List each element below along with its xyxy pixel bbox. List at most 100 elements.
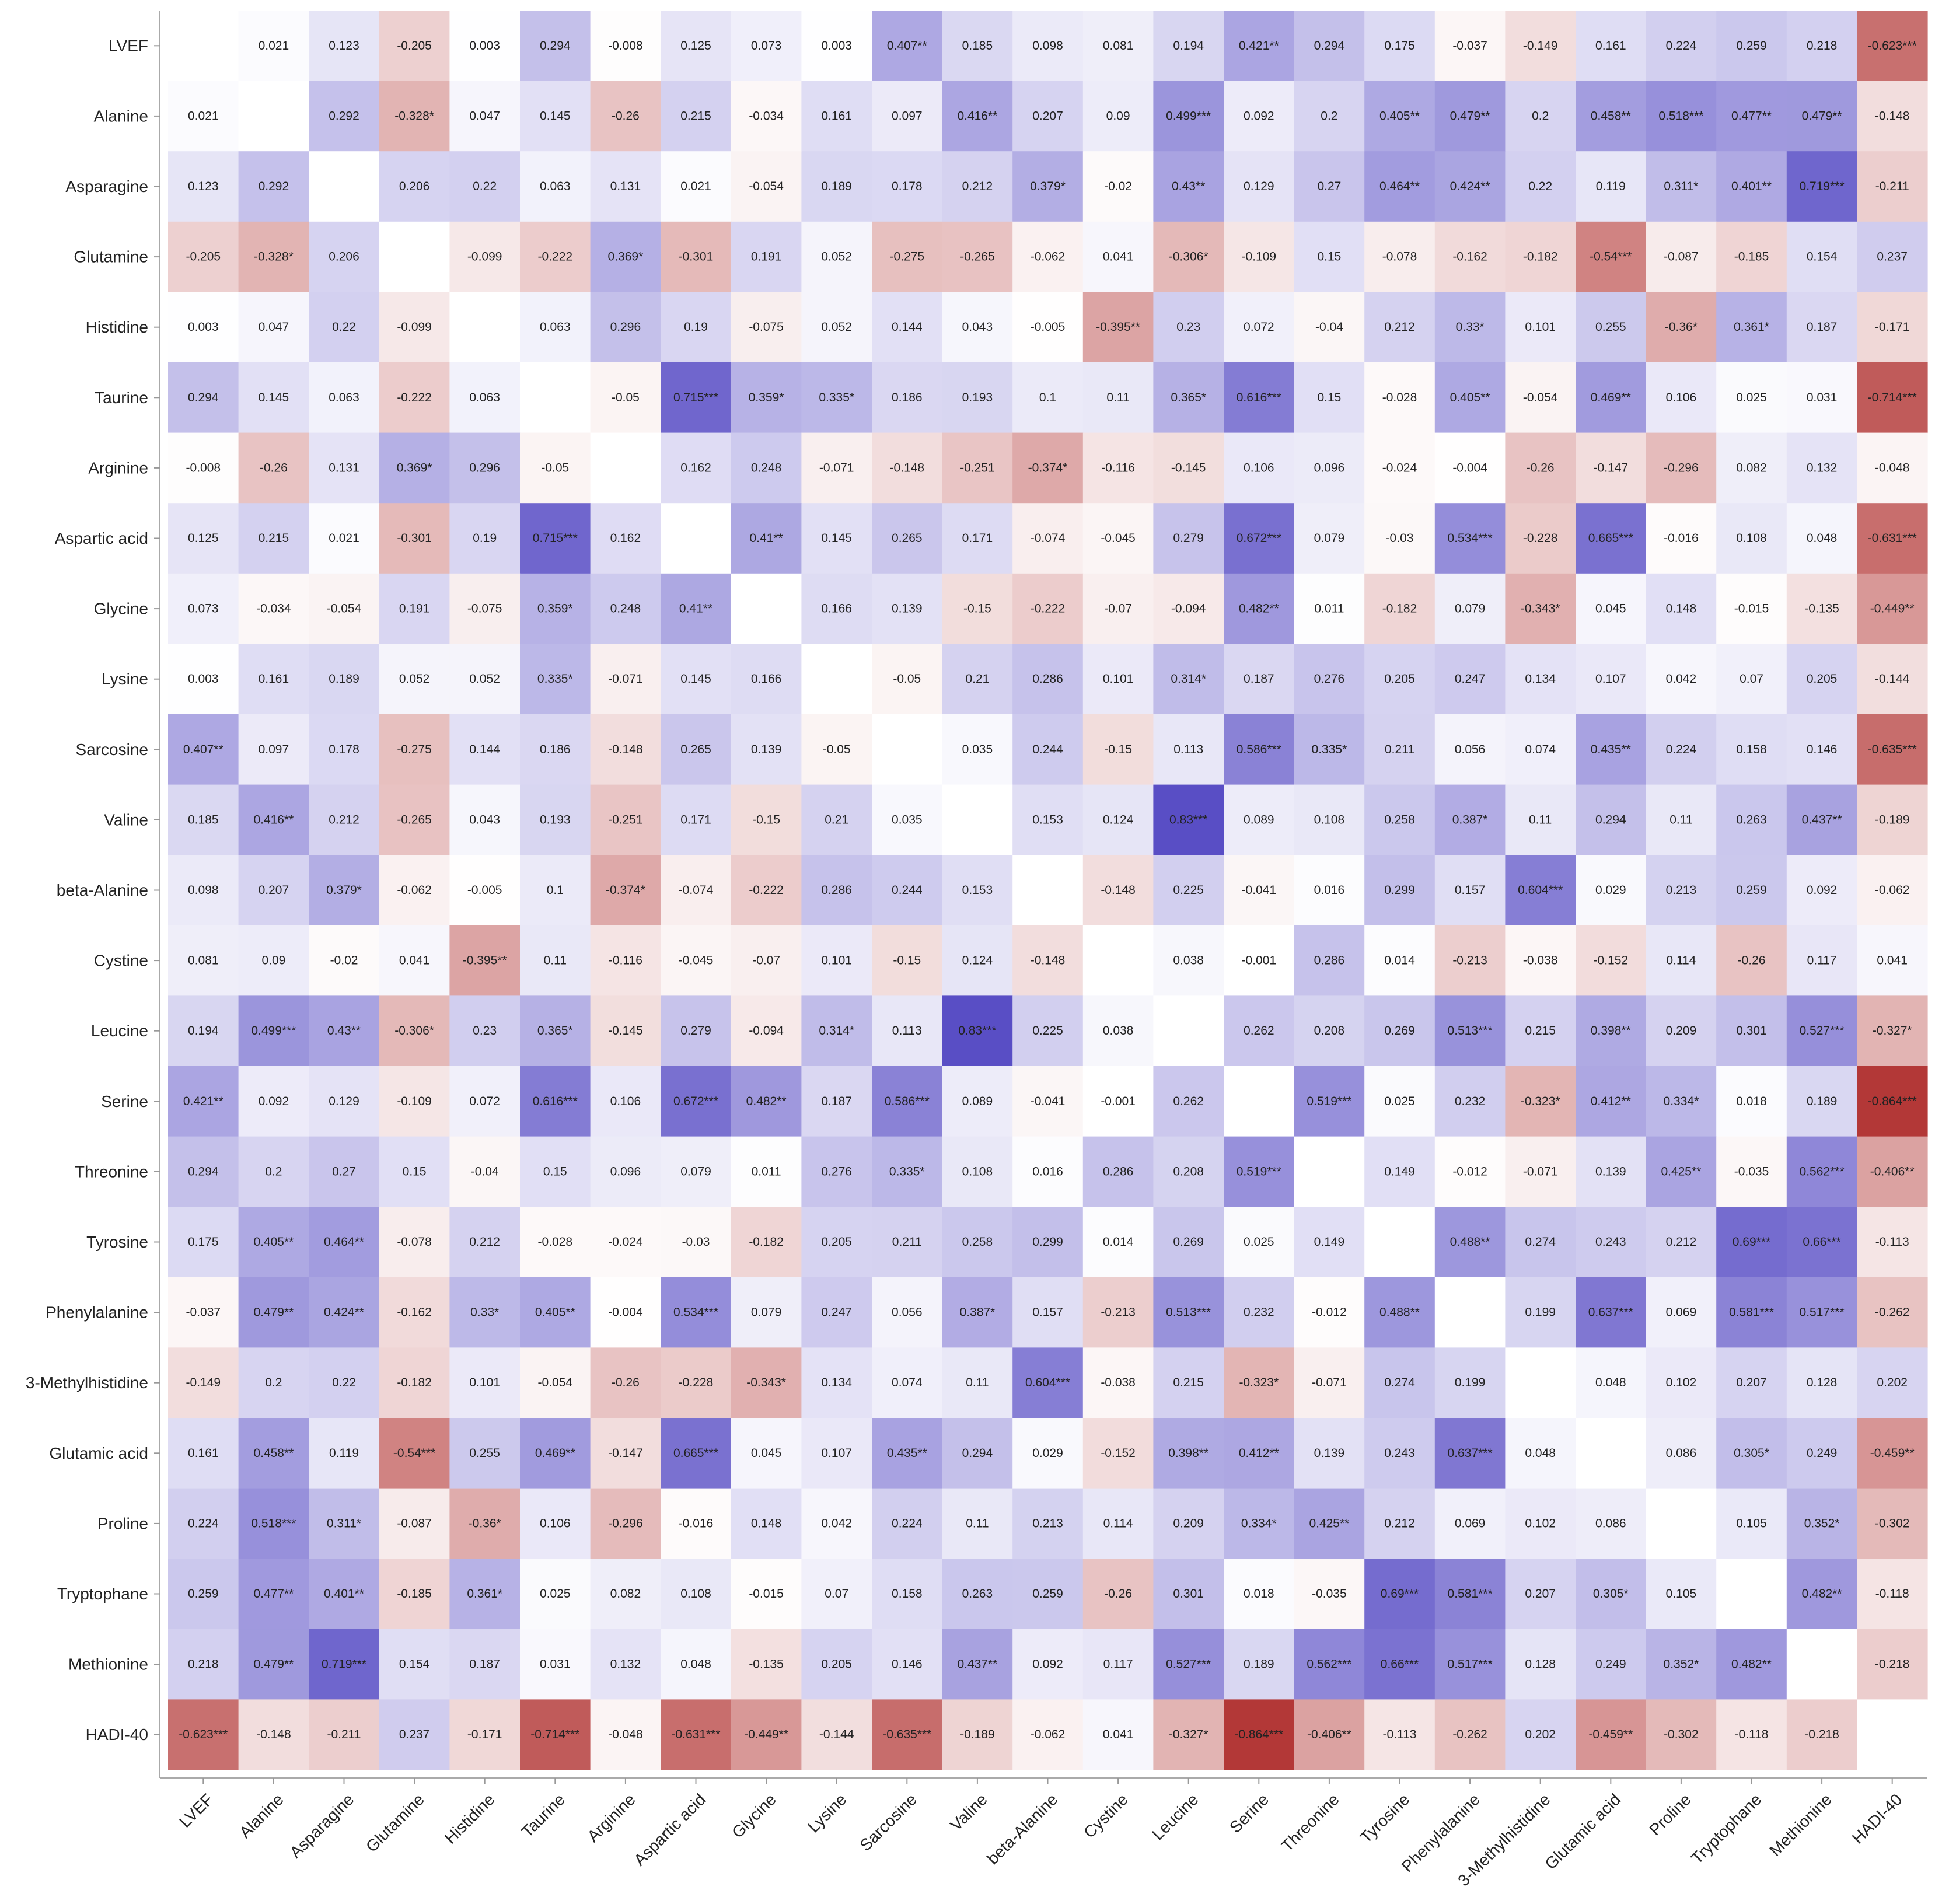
cell-value-label: -0.008 <box>186 461 221 474</box>
cell-value-label: 0.479** <box>253 1306 294 1319</box>
cell-value-label: -0.374* <box>1028 461 1068 474</box>
heatmap-cell <box>1364 1488 1435 1559</box>
cell-value-label: 0.518*** <box>1658 109 1703 123</box>
cell-value-label: -0.062 <box>1031 250 1066 264</box>
heatmap-cell <box>1576 573 1647 644</box>
cell-value-label: -0.094 <box>1171 602 1206 616</box>
heatmap-cell <box>449 221 521 292</box>
heatmap-cell <box>449 1207 521 1278</box>
cell-value-label: -0.099 <box>467 250 502 264</box>
cell-value-label: 0.22 <box>332 320 356 334</box>
heatmap-cell <box>1646 1277 1717 1348</box>
heatmap-cell <box>168 1418 239 1489</box>
heatmap-cell <box>942 1207 1013 1278</box>
cell-value-label: 0.224 <box>188 1517 219 1530</box>
cell-value-label: 0.205 <box>1384 672 1415 686</box>
heatmap-cell <box>1012 81 1084 152</box>
heatmap-cell <box>1857 292 1928 363</box>
cell-value-label: 0.401** <box>1731 180 1772 193</box>
heatmap-cell <box>590 573 661 644</box>
heatmap-cell <box>238 1277 309 1348</box>
cell-value-label: 0.719*** <box>1800 180 1845 193</box>
heatmap-cell <box>942 995 1013 1067</box>
cell-value-label: 0.131 <box>329 461 359 474</box>
cell-value-label: 0.464** <box>324 1235 364 1249</box>
heatmap-cell <box>309 1207 380 1278</box>
heatmap-cell <box>168 81 239 152</box>
cell-value-label: 0.387* <box>960 1306 996 1319</box>
heatmap-cell <box>1434 1347 1506 1419</box>
heatmap-cell <box>1857 1488 1928 1559</box>
heatmap-cell <box>1716 1418 1787 1489</box>
heatmap-cell <box>1082 714 1154 785</box>
heatmap-cell <box>1857 714 1928 785</box>
heatmap-cell <box>1646 925 1717 996</box>
heatmap-cell <box>379 1136 450 1207</box>
heatmap-cell <box>1224 1207 1295 1278</box>
cell-value-label: -0.145 <box>608 1024 643 1037</box>
heatmap-cell <box>942 644 1013 715</box>
heatmap-cell <box>1082 573 1154 644</box>
heatmap-cell <box>168 1559 239 1630</box>
cell-value-label: -0.02 <box>1104 180 1132 193</box>
cell-value-label: 0.052 <box>469 672 500 686</box>
heatmap-cell <box>590 855 661 926</box>
heatmap-cell <box>449 1136 521 1207</box>
heatmap-cell <box>942 503 1013 574</box>
cell-value-label: 0.421** <box>1239 39 1279 53</box>
heatmap-cell <box>942 362 1013 434</box>
heatmap-cell <box>872 81 943 152</box>
cell-value-label: 0.171 <box>680 813 711 826</box>
cell-value-label: -0.205 <box>186 250 221 264</box>
heatmap-cell <box>1364 362 1435 434</box>
heatmap-cell <box>1505 1277 1576 1348</box>
cell-value-label: 0.361* <box>467 1587 502 1601</box>
heatmap-cell <box>590 925 661 996</box>
row-label-aspartic-acid: Aspartic acid <box>55 529 148 547</box>
cell-value-label: 0.479** <box>1450 109 1490 123</box>
cell-value-label: 0.187 <box>821 1095 852 1108</box>
cell-value-label: -0.714*** <box>1868 391 1917 404</box>
cell-value-label: -0.054 <box>538 1376 573 1389</box>
cell-value-label: 0.074 <box>1525 743 1556 756</box>
heatmap-cell <box>1646 1488 1717 1559</box>
cell-value-label: -0.36* <box>469 1517 501 1530</box>
cell-value-label: 0.482** <box>1239 602 1279 616</box>
cell-value-label: -0.265 <box>960 250 995 264</box>
cell-value-label: 0.092 <box>1032 1658 1063 1671</box>
heatmap-cell <box>520 573 591 644</box>
heatmap-cell <box>238 1699 309 1770</box>
cell-value-label: 0.15 <box>1317 250 1341 264</box>
heatmap-cell <box>1576 995 1647 1067</box>
cell-value-label: 0.637*** <box>1588 1306 1633 1319</box>
heatmap-cell <box>1646 151 1717 222</box>
heatmap-cell <box>942 11 1013 82</box>
heatmap-cell <box>731 1347 802 1419</box>
heatmap-cell <box>872 221 943 292</box>
cell-value-label: 0.259 <box>1736 883 1767 897</box>
heatmap-cell <box>731 1277 802 1348</box>
heatmap-cell <box>379 1207 450 1278</box>
heatmap-cell <box>520 11 591 82</box>
heatmap-cell <box>942 292 1013 363</box>
cell-value-label: -0.099 <box>397 320 432 334</box>
cell-value-label: 0.108 <box>680 1587 711 1601</box>
cell-value-label: 0.249 <box>1595 1658 1626 1671</box>
heatmap-cell <box>590 432 661 504</box>
heatmap-cell <box>379 362 450 434</box>
cell-value-label: 0.079 <box>1455 602 1486 616</box>
cell-value-label: 0.129 <box>1244 180 1274 193</box>
cell-value-label: -0.635*** <box>882 1728 931 1741</box>
cell-value-label: 0.056 <box>892 1306 923 1319</box>
cell-value-label: -0.15 <box>963 602 991 616</box>
cell-value-label: 0.043 <box>469 813 500 826</box>
cell-value-label: 0.274 <box>1525 1235 1556 1249</box>
heatmap-cell <box>1786 1066 1857 1137</box>
cell-value-label: 0.11 <box>1106 391 1129 404</box>
cell-value-label: 0.021 <box>188 109 219 123</box>
cell-value-label: 0.132 <box>610 1658 641 1671</box>
heatmap-cell <box>1646 855 1717 926</box>
heatmap-cell <box>1224 292 1295 363</box>
cell-value-label: 0.248 <box>751 461 782 474</box>
heatmap-cell <box>1716 1699 1787 1770</box>
